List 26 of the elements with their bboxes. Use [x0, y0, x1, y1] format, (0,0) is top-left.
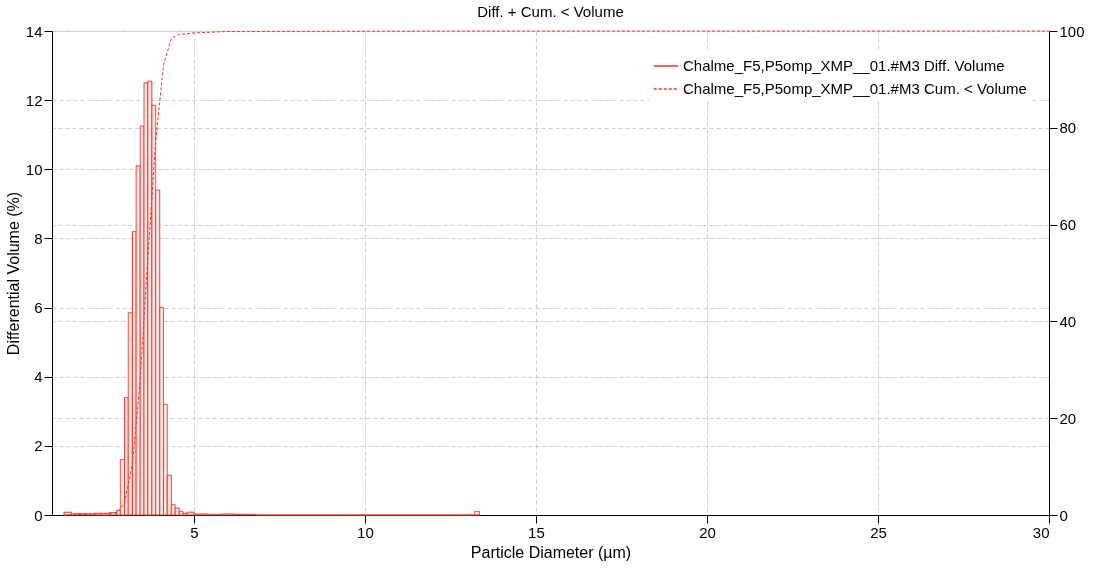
y-tick-label: 14 — [25, 22, 43, 40]
x-tick-label: 25 — [870, 523, 887, 541]
y-tick-label: 8 — [34, 229, 43, 247]
y-tick-label: 2 — [34, 437, 43, 455]
legend-label: Chalme_F5,P5omp_XMP__01.#M3 Diff. Volume — [683, 57, 1005, 74]
y2-tick-label: 60 — [1059, 216, 1077, 234]
y-tick-label: 10 — [25, 160, 43, 178]
y2-tick-label: 80 — [1059, 119, 1077, 137]
y2-tick-label: 0 — [1059, 506, 1068, 524]
y-axis-title: Differential Volume (%) — [4, 191, 22, 356]
x-tick-label: 5 — [190, 523, 199, 541]
y-tick-label: 4 — [34, 368, 43, 386]
y-tick-label: 6 — [34, 299, 43, 317]
x-axis-title: Particle Diameter (µm) — [470, 543, 632, 561]
y2-tick-label: 40 — [1059, 312, 1077, 330]
x-tick-label: 20 — [699, 523, 716, 541]
chart-title: Diff. + Cum. < Volume — [477, 3, 624, 20]
y-tick-label: 12 — [25, 91, 43, 109]
y2-tick-label: 20 — [1059, 409, 1077, 427]
x-tick-label: 10 — [357, 523, 374, 541]
y2-tick-label: 100 — [1059, 22, 1085, 40]
x-tick-label: 15 — [528, 523, 545, 541]
legend-label: Chalme_F5,P5omp_XMP__01.#M3 Cum. < Volume — [683, 80, 1027, 97]
y-tick-label: 0 — [34, 506, 43, 524]
x-tick-label: 30 — [1032, 523, 1050, 541]
line-series — [63, 30, 1050, 516]
